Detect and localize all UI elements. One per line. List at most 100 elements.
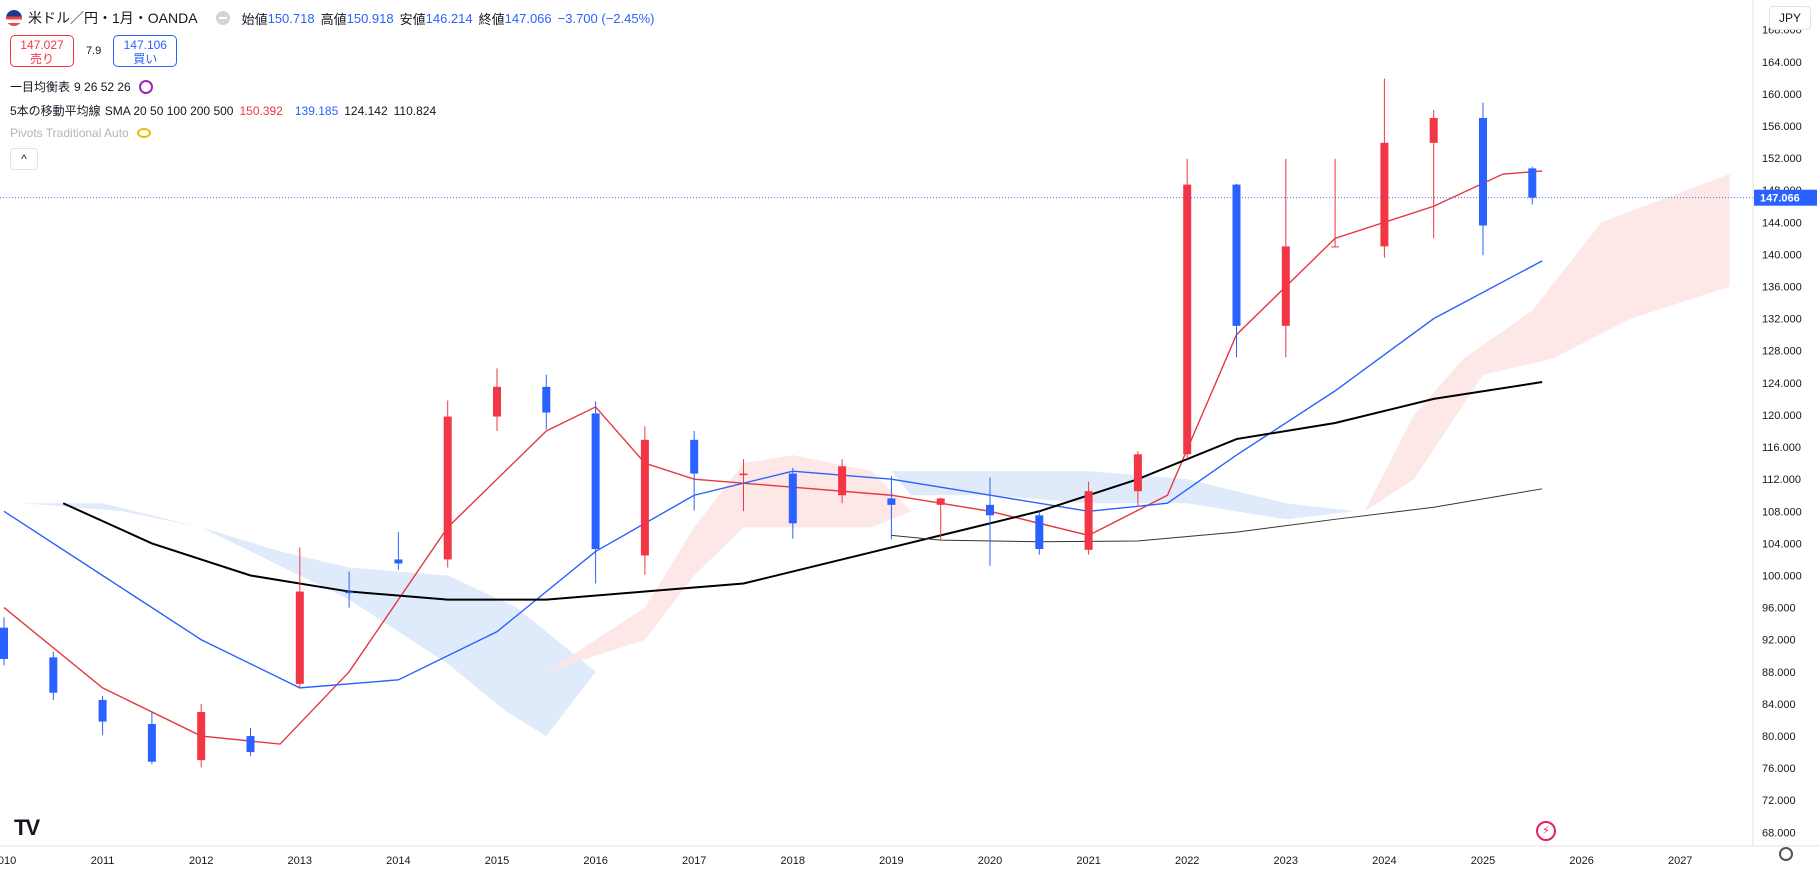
- sma-params: SMA 20 50 100 200 500: [104, 103, 234, 118]
- ichimoku-legend[interactable]: 一目均衡表 9 26 52 26: [10, 78, 153, 95]
- symbol-title[interactable]: 米ドル／円・1月・OANDA: [28, 10, 198, 26]
- candle-body: [1183, 184, 1192, 455]
- ichimoku-cloud-bear-2: [891, 471, 1355, 520]
- candle-body: [591, 413, 600, 550]
- price-tick-label: 120.000: [1762, 410, 1802, 422]
- price-tick-label: 100.000: [1762, 570, 1802, 582]
- usd-flag-icon: [6, 10, 22, 26]
- settings-gear-icon[interactable]: [1779, 847, 1793, 861]
- trade-panel: 147.027 売り 7.9 147.106 買い: [10, 35, 178, 67]
- price-tick-label: 92.000: [1762, 635, 1796, 647]
- time-tick-label: 2010: [0, 855, 16, 867]
- price-tick-label: 124.000: [1762, 378, 1802, 390]
- sma-legend[interactable]: 5本の移動平均線 SMA 20 50 100 200 500 150.392 1…: [10, 102, 442, 119]
- legend-toggle-icon[interactable]: [215, 11, 230, 25]
- candle-body: [98, 699, 107, 722]
- price-tick-label: 80.000: [1762, 731, 1796, 743]
- candle-body: [493, 386, 501, 417]
- candle-body: [443, 416, 452, 560]
- sma20-line: [3, 170, 1543, 745]
- close-value: 147.066: [504, 10, 552, 26]
- price-tick-label: 152.000: [1762, 153, 1802, 165]
- high-label: 高値: [320, 11, 347, 27]
- time-tick-label: 2017: [682, 855, 706, 867]
- collapse-legend-button[interactable]: ^: [10, 148, 38, 170]
- candle-body: [246, 736, 255, 753]
- time-tick-label: 2022: [1175, 855, 1199, 867]
- sma200-line: [891, 488, 1543, 543]
- buy-label: 買い: [133, 52, 158, 66]
- candle-body: [1281, 246, 1290, 326]
- sell-button[interactable]: 147.027 売り: [10, 35, 74, 67]
- open-label: 始値: [241, 11, 268, 27]
- close-label: 終値: [478, 11, 505, 27]
- sma100-value: 124.142: [344, 103, 388, 118]
- bolt-icon[interactable]: ⚡: [1536, 821, 1556, 841]
- buy-button[interactable]: 147.106 買い: [113, 35, 178, 67]
- price-tick-label: 116.000: [1762, 442, 1801, 454]
- candle-body: [147, 723, 156, 762]
- tradingview-logo[interactable]: TV: [14, 815, 40, 840]
- candle-body: [1133, 454, 1142, 492]
- time-tick-label: 2018: [781, 855, 805, 867]
- sma50-value: 139.185: [294, 103, 339, 118]
- time-tick-label: 2020: [978, 855, 1002, 867]
- candle-body: [986, 504, 994, 516]
- time-tick-label: 2012: [189, 855, 213, 867]
- price-tick-label: 140.000: [1762, 249, 1802, 261]
- price-tick-label: 88.000: [1762, 667, 1796, 679]
- currency-button[interactable]: JPY: [1769, 6, 1811, 30]
- pivots-label: Pivots Traditional Auto: [10, 126, 129, 140]
- price-tick-label: 156.000: [1762, 121, 1802, 133]
- price-tick-label: 160.000: [1762, 89, 1802, 101]
- candle-body: [1380, 142, 1389, 247]
- time-tick-label: 2013: [288, 855, 312, 867]
- price-tick-label: 104.000: [1762, 538, 1802, 550]
- price-tick-label: 68.000: [1762, 827, 1796, 839]
- candle-body: [394, 559, 403, 564]
- candle-body: [1232, 184, 1241, 326]
- time-tick-label: 2019: [879, 855, 903, 867]
- price-tick-label: 108.000: [1762, 506, 1802, 518]
- price-tick-label: 84.000: [1762, 699, 1796, 711]
- ichimoku-label: 一目均衡表: [10, 80, 71, 94]
- sell-price: 147.027: [20, 38, 64, 52]
- change-value: −3.700 (−2.45%): [557, 10, 655, 26]
- price-tick-label: 96.000: [1762, 603, 1796, 615]
- hidden-eye-icon[interactable]: [136, 128, 151, 138]
- candle-body: [197, 711, 206, 761]
- last-price-tag-text: 147.066: [1760, 193, 1800, 205]
- price-tick-label: 112.000: [1762, 474, 1801, 486]
- pivots-legend[interactable]: Pivots Traditional Auto: [10, 126, 151, 140]
- time-tick-label: 2025: [1471, 855, 1495, 867]
- candle-body: [788, 473, 797, 524]
- time-tick-label: 2024: [1372, 855, 1396, 867]
- refresh-icon[interactable]: [138, 79, 153, 94]
- candle-body: [640, 439, 649, 556]
- ichimoku-params: 9 26 52 26: [74, 79, 131, 94]
- sma-label: 5本の移動平均線: [10, 104, 101, 118]
- time-tick-label: 2011: [91, 855, 115, 867]
- time-tick-label: 2021: [1076, 855, 1100, 867]
- time-tick-label: 2016: [583, 855, 607, 867]
- price-tick-label: 128.000: [1762, 346, 1802, 358]
- price-tick-label: 76.000: [1762, 763, 1796, 775]
- time-tick-label: 2026: [1569, 855, 1593, 867]
- sma20-value: 150.392: [239, 103, 283, 118]
- candle-body: [690, 439, 699, 474]
- candle-body: [1035, 515, 1044, 550]
- ichimoku-cloud-bull: [546, 455, 912, 672]
- buy-price: 147.106: [123, 38, 167, 52]
- ichimoku-cloud-bull-2: [1364, 174, 1730, 512]
- ichimoku-cloud-bear: [23, 503, 596, 737]
- candle-body: [739, 473, 748, 476]
- price-tick-label: 72.000: [1762, 795, 1796, 807]
- candle-body: [1528, 168, 1537, 198]
- sell-label: 売り: [29, 52, 54, 66]
- symbol-legend: 米ドル／円・1月・OANDA 始値 150.718 高値 150.918 安値 …: [6, 6, 655, 30]
- time-tick-label: 2027: [1668, 855, 1692, 867]
- spread-value: 7.9: [86, 45, 102, 57]
- last-price-tag: [1754, 189, 1817, 206]
- price-tick-label: 164.000: [1762, 57, 1802, 69]
